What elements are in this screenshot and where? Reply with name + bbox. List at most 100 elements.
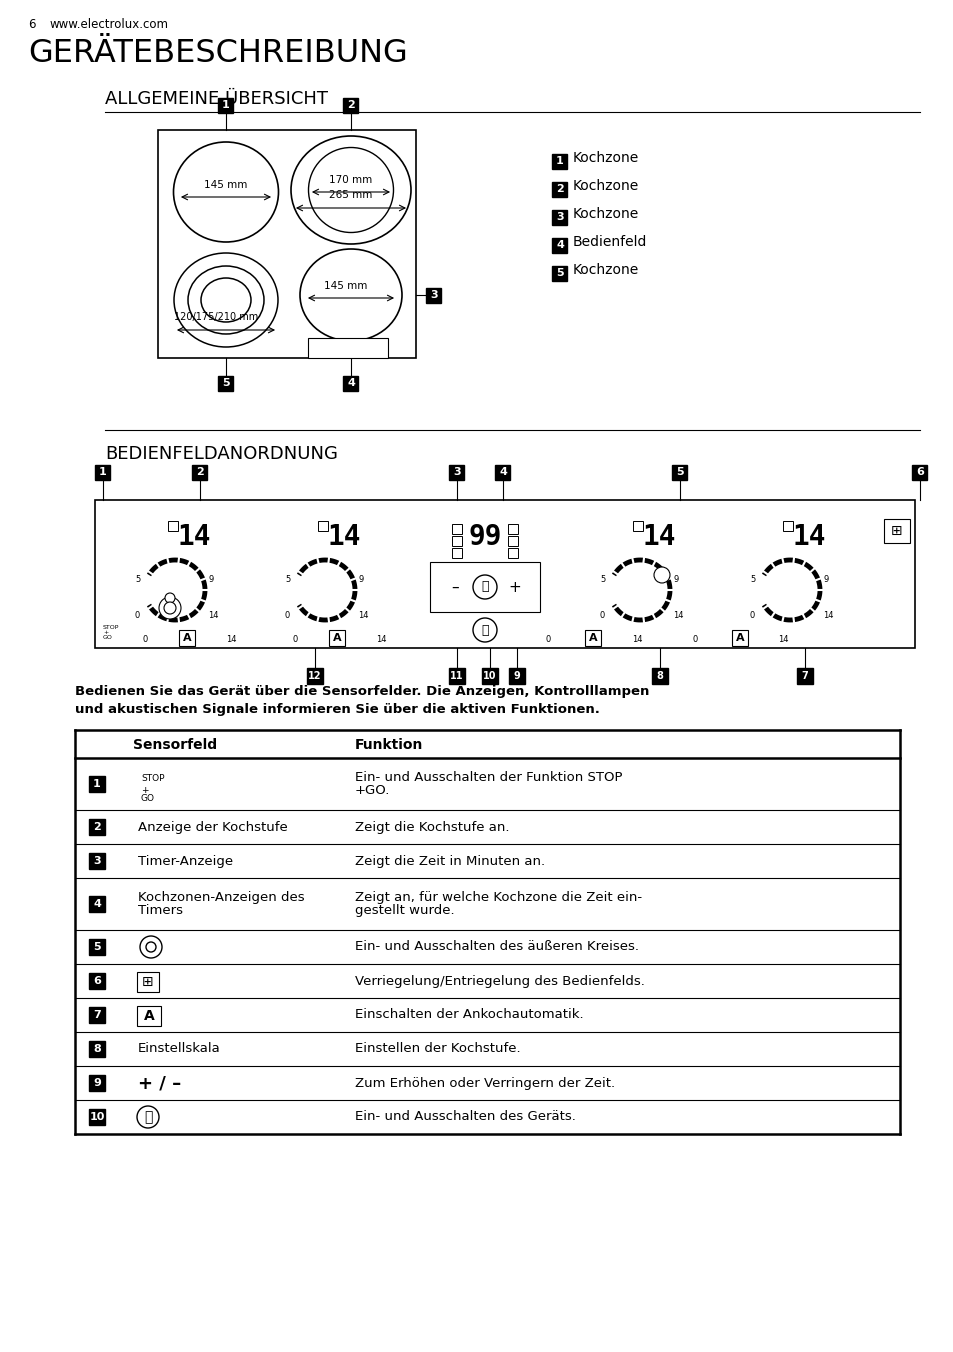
Text: 5: 5 bbox=[222, 379, 230, 388]
Text: 9: 9 bbox=[673, 576, 679, 584]
Text: 10: 10 bbox=[90, 1111, 105, 1122]
FancyBboxPatch shape bbox=[137, 1006, 161, 1026]
Text: 10: 10 bbox=[483, 671, 497, 681]
Text: 4: 4 bbox=[556, 241, 563, 250]
Bar bbox=[507, 525, 517, 534]
Bar bbox=[782, 521, 792, 531]
Text: 9: 9 bbox=[513, 671, 519, 681]
Text: 0: 0 bbox=[134, 611, 139, 619]
Text: 0: 0 bbox=[692, 635, 697, 644]
Text: Zeigt an, für welche Kochzone die Zeit ein-: Zeigt an, für welche Kochzone die Zeit e… bbox=[355, 891, 641, 904]
Bar bbox=[452, 525, 461, 534]
Text: +GO.: +GO. bbox=[355, 784, 390, 796]
Text: 14: 14 bbox=[208, 611, 218, 619]
Bar bbox=[507, 548, 517, 558]
Text: 3: 3 bbox=[556, 212, 563, 222]
FancyBboxPatch shape bbox=[89, 1109, 105, 1125]
Text: Einstellen der Kochstufe.: Einstellen der Kochstufe. bbox=[355, 1042, 520, 1056]
Text: ALLGEMEINE ÜBERSICHT: ALLGEMEINE ÜBERSICHT bbox=[105, 91, 328, 108]
Text: Einschalten der Ankochautomatik.: Einschalten der Ankochautomatik. bbox=[355, 1009, 583, 1022]
FancyBboxPatch shape bbox=[89, 896, 105, 913]
FancyBboxPatch shape bbox=[307, 668, 323, 684]
Text: 14: 14 bbox=[226, 635, 236, 644]
Text: 120/175/210 mm: 120/175/210 mm bbox=[173, 312, 258, 322]
Text: gestellt wurde.: gestellt wurde. bbox=[355, 904, 455, 917]
Text: 5: 5 bbox=[750, 576, 755, 584]
Text: 2: 2 bbox=[347, 100, 355, 110]
Ellipse shape bbox=[308, 147, 393, 233]
Bar bbox=[633, 521, 642, 531]
Text: Funktion: Funktion bbox=[355, 738, 423, 752]
FancyBboxPatch shape bbox=[449, 465, 464, 480]
Text: 6: 6 bbox=[93, 976, 101, 986]
Circle shape bbox=[473, 575, 497, 599]
Text: 2: 2 bbox=[196, 466, 204, 477]
Text: 3: 3 bbox=[430, 289, 437, 300]
Text: A: A bbox=[333, 633, 341, 644]
Text: 9: 9 bbox=[209, 576, 214, 584]
FancyBboxPatch shape bbox=[89, 853, 105, 869]
Bar bbox=[452, 548, 461, 558]
Ellipse shape bbox=[173, 253, 277, 347]
Text: +: + bbox=[508, 580, 521, 595]
Text: 5: 5 bbox=[556, 268, 563, 279]
Text: 265 mm: 265 mm bbox=[329, 191, 373, 200]
Text: 1: 1 bbox=[99, 466, 107, 477]
Text: 5: 5 bbox=[600, 576, 605, 584]
Text: ⓘ: ⓘ bbox=[480, 623, 488, 637]
Text: 7: 7 bbox=[93, 1010, 101, 1019]
Text: 14: 14 bbox=[641, 523, 675, 552]
Text: 145 mm: 145 mm bbox=[324, 281, 367, 291]
FancyBboxPatch shape bbox=[343, 97, 358, 112]
Bar bbox=[179, 630, 194, 646]
Bar bbox=[430, 562, 539, 612]
FancyBboxPatch shape bbox=[552, 265, 567, 280]
Text: + / –: + / – bbox=[138, 1073, 181, 1092]
Text: A: A bbox=[588, 633, 597, 644]
Text: 14: 14 bbox=[791, 523, 825, 552]
Text: 2: 2 bbox=[556, 184, 563, 193]
FancyBboxPatch shape bbox=[89, 940, 105, 955]
Text: 5: 5 bbox=[93, 942, 101, 952]
Text: Ein- und Ausschalten der Funktion STOP: Ein- und Ausschalten der Funktion STOP bbox=[355, 771, 622, 784]
Circle shape bbox=[654, 566, 669, 583]
Text: A: A bbox=[144, 1009, 154, 1023]
FancyBboxPatch shape bbox=[449, 668, 464, 684]
Text: A: A bbox=[735, 633, 743, 644]
Ellipse shape bbox=[291, 137, 411, 243]
Text: 3: 3 bbox=[453, 466, 460, 477]
Text: Einstellskala: Einstellskala bbox=[138, 1042, 220, 1056]
Bar bbox=[95, 500, 914, 648]
Text: 170 mm: 170 mm bbox=[329, 174, 373, 185]
Text: 7: 7 bbox=[801, 671, 807, 681]
Text: 6: 6 bbox=[28, 18, 35, 31]
Text: 8: 8 bbox=[656, 671, 662, 681]
Ellipse shape bbox=[188, 266, 264, 334]
FancyBboxPatch shape bbox=[89, 819, 105, 836]
Text: 6: 6 bbox=[915, 466, 923, 477]
Text: 11: 11 bbox=[450, 671, 463, 681]
Bar bbox=[329, 630, 345, 646]
FancyBboxPatch shape bbox=[552, 210, 567, 224]
Text: 0: 0 bbox=[598, 611, 604, 619]
Text: 1: 1 bbox=[93, 779, 101, 790]
Circle shape bbox=[159, 598, 181, 619]
FancyBboxPatch shape bbox=[426, 288, 441, 303]
Text: 0: 0 bbox=[545, 635, 550, 644]
Text: 0: 0 bbox=[749, 611, 754, 619]
Text: 1: 1 bbox=[222, 100, 230, 110]
Text: 99: 99 bbox=[468, 523, 501, 552]
Bar bbox=[731, 630, 747, 646]
Text: 14: 14 bbox=[821, 611, 832, 619]
Text: Zeigt die Kochstufe an.: Zeigt die Kochstufe an. bbox=[355, 821, 509, 833]
Text: Kochzone: Kochzone bbox=[573, 151, 639, 165]
Text: GERÄTEBESCHREIBUNG: GERÄTEBESCHREIBUNG bbox=[28, 38, 407, 69]
Text: 5: 5 bbox=[135, 576, 141, 584]
Text: 9: 9 bbox=[358, 576, 364, 584]
Text: 4: 4 bbox=[498, 466, 506, 477]
Text: 14: 14 bbox=[631, 635, 641, 644]
FancyBboxPatch shape bbox=[495, 465, 510, 480]
Text: Ein- und Ausschalten des äußeren Kreises.: Ein- und Ausschalten des äußeren Kreises… bbox=[355, 941, 639, 953]
Text: Timer-Anzeige: Timer-Anzeige bbox=[138, 854, 233, 868]
FancyBboxPatch shape bbox=[218, 97, 233, 112]
